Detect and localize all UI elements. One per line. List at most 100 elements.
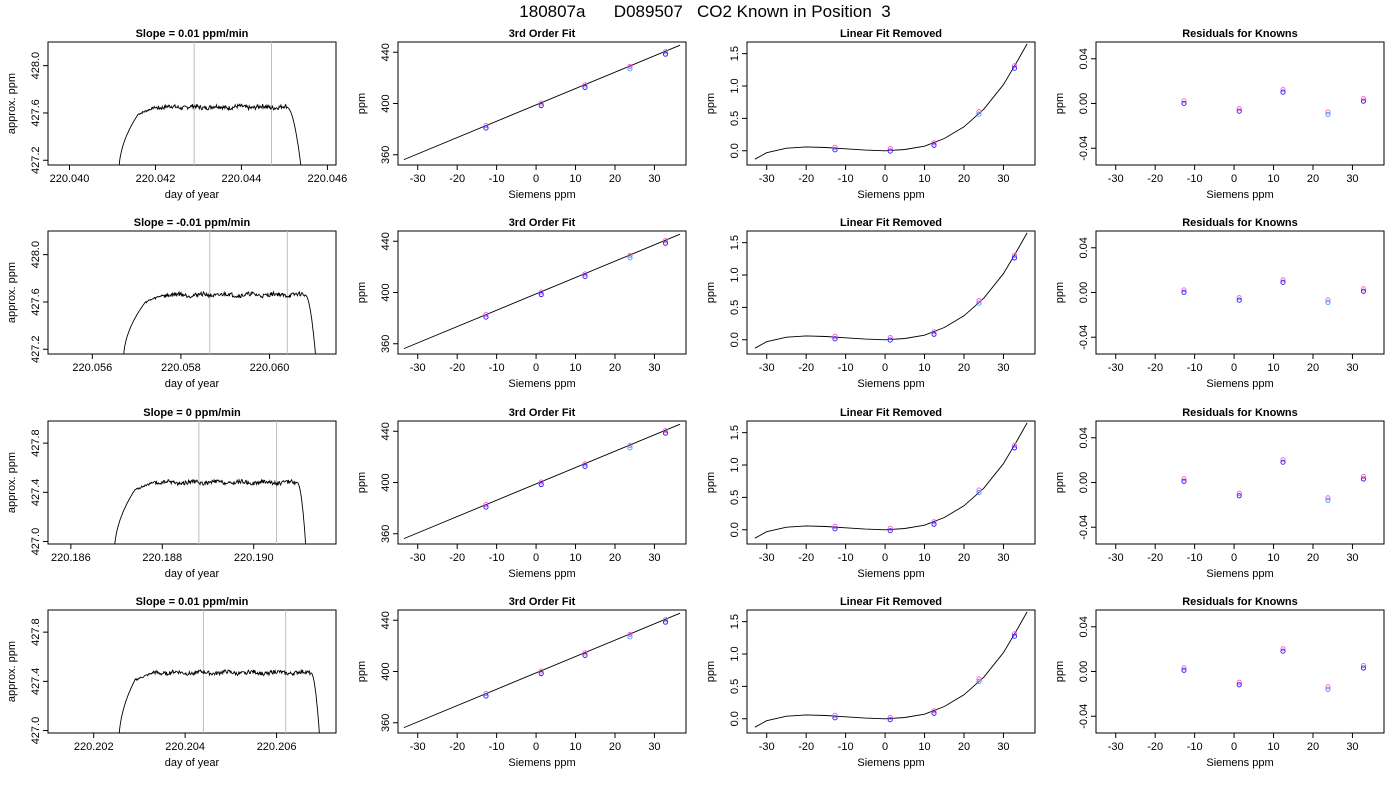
data-point-alt xyxy=(627,442,633,448)
data-point-alt xyxy=(1181,287,1187,293)
x-tick-label: 10 xyxy=(918,741,930,753)
x-tick-label: 10 xyxy=(1267,552,1279,564)
x-tick-label: 30 xyxy=(997,552,1009,564)
y-tick-label: 0.00 xyxy=(1078,661,1090,682)
data-point xyxy=(976,111,982,117)
data-point xyxy=(976,490,982,496)
data-point xyxy=(662,240,669,246)
data-point xyxy=(1181,289,1187,295)
data-point xyxy=(887,717,893,723)
concentration-trace xyxy=(114,478,307,544)
x-axis-label: Siemens ppm xyxy=(508,568,575,580)
y-tick-label: 360 xyxy=(380,335,392,353)
panel-title: Linear Fit Removed xyxy=(840,28,942,40)
x-axis-label: Siemens ppm xyxy=(857,568,924,580)
plot-area xyxy=(1181,277,1367,305)
data-point-alt xyxy=(976,676,982,682)
x-axis-label: Siemens ppm xyxy=(508,757,575,769)
fit-line xyxy=(403,423,681,540)
x-tick-label: 10 xyxy=(569,362,581,374)
y-axis-label: ppm xyxy=(356,93,368,114)
x-tick-label: 220.202 xyxy=(74,741,114,753)
x-tick-label: -10 xyxy=(489,173,505,185)
y-tick-label: -0.04 xyxy=(1078,136,1090,161)
x-tick-label: 10 xyxy=(569,173,581,185)
x-tick-label: 220.190 xyxy=(234,552,274,564)
data-point-alt xyxy=(627,631,633,637)
data-point-alt xyxy=(1325,684,1331,690)
data-point-alt xyxy=(662,617,669,623)
data-point-alt xyxy=(1360,662,1367,669)
plot-frame xyxy=(47,420,337,545)
data-point-alt xyxy=(538,289,544,295)
data-point-alt xyxy=(832,712,838,718)
y-tick-label: 360 xyxy=(380,525,392,543)
x-tick-label: 30 xyxy=(648,741,660,753)
panel-2-1: Slope = -0.01 ppm/min 220.056 220.058 220.0… xyxy=(6,217,337,390)
data-point-alt xyxy=(582,271,588,277)
data-point-alt xyxy=(1236,490,1242,496)
data-point xyxy=(931,521,937,527)
x-tick-label: -20 xyxy=(1147,362,1163,374)
data-point xyxy=(627,255,633,261)
panel-4-3: Linear Fit Removed -30 -20 -10 0 10 20 30 0.0 0.5… xyxy=(705,596,1036,769)
x-tick-label: -20 xyxy=(449,173,465,185)
panel-1-3: Linear Fit Removed -30 -20 -10 0 10 20 30 0.0 0.5… xyxy=(705,28,1036,201)
x-tick-label: 30 xyxy=(1346,741,1358,753)
x-tick-label: 20 xyxy=(958,173,970,185)
panel-title: Slope = 0.01 ppm/min xyxy=(136,596,249,608)
x-axis-label: Siemens ppm xyxy=(1206,757,1273,769)
data-point xyxy=(931,331,937,337)
x-tick-label: 0 xyxy=(1231,362,1237,374)
y-tick-label: 0.5 xyxy=(729,111,741,126)
data-point xyxy=(538,291,544,298)
panel-title: 3rd Order Fit xyxy=(509,28,576,40)
y-tick-label: 400 xyxy=(380,283,392,301)
y-tick-label: 0.04 xyxy=(1078,427,1090,448)
data-point xyxy=(931,710,937,716)
x-tick-label: 10 xyxy=(1267,741,1279,753)
plot-area xyxy=(403,44,681,161)
x-tick-label: -10 xyxy=(838,173,854,185)
panel-2-3: Linear Fit Removed -30 -20 -10 0 10 20 30 0.0 0.5… xyxy=(705,217,1036,390)
data-point xyxy=(976,679,982,685)
plot-frame xyxy=(47,230,337,355)
y-tick-label: 440 xyxy=(380,232,392,250)
x-tick-label: -10 xyxy=(1187,173,1203,185)
data-point xyxy=(1360,288,1367,294)
fit-line xyxy=(403,612,681,729)
data-point xyxy=(1280,459,1286,465)
x-tick-label: 0 xyxy=(882,173,888,185)
fit-curve xyxy=(754,422,1028,539)
y-tick-label: 1.5 xyxy=(729,614,741,629)
panel-2-2: 3rd Order Fit -30 -20 -10 0 10 20 30 360 400 440 Si… xyxy=(356,217,687,390)
plot-frame xyxy=(1095,41,1385,166)
data-point xyxy=(832,526,838,532)
panel-3-4: Residuals for Knowns -30 -20 -10 0 10 20 30 -0.0… xyxy=(1054,407,1385,580)
plot-area xyxy=(114,421,307,544)
x-tick-label: 0 xyxy=(533,552,539,564)
plot-area xyxy=(403,612,681,729)
x-tick-label: 0 xyxy=(1231,741,1237,753)
x-axis-label: Siemens ppm xyxy=(508,189,575,201)
y-axis-label: ppm xyxy=(705,661,717,682)
x-tick-label: 0 xyxy=(882,552,888,564)
plot-area xyxy=(1181,87,1367,118)
data-point xyxy=(1181,100,1187,106)
y-tick-label: 427.4 xyxy=(30,668,42,696)
x-tick-label: 220.044 xyxy=(222,173,262,185)
data-point-alt xyxy=(1011,252,1018,258)
y-tick-label: 440 xyxy=(380,43,392,61)
data-point xyxy=(1236,108,1242,114)
data-point-alt xyxy=(1360,473,1367,480)
x-tick-label: -20 xyxy=(449,741,465,753)
x-tick-label: -10 xyxy=(838,362,854,374)
y-axis-label: ppm xyxy=(1054,93,1066,114)
x-tick-label: 0 xyxy=(1231,552,1237,564)
x-tick-label: 30 xyxy=(648,362,660,374)
x-tick-label: 20 xyxy=(609,741,621,753)
panel-title: Slope = 0 ppm/min xyxy=(143,407,241,419)
x-axis-label: Siemens ppm xyxy=(1206,189,1273,201)
x-tick-label: 20 xyxy=(1307,173,1319,185)
data-point xyxy=(887,337,893,343)
